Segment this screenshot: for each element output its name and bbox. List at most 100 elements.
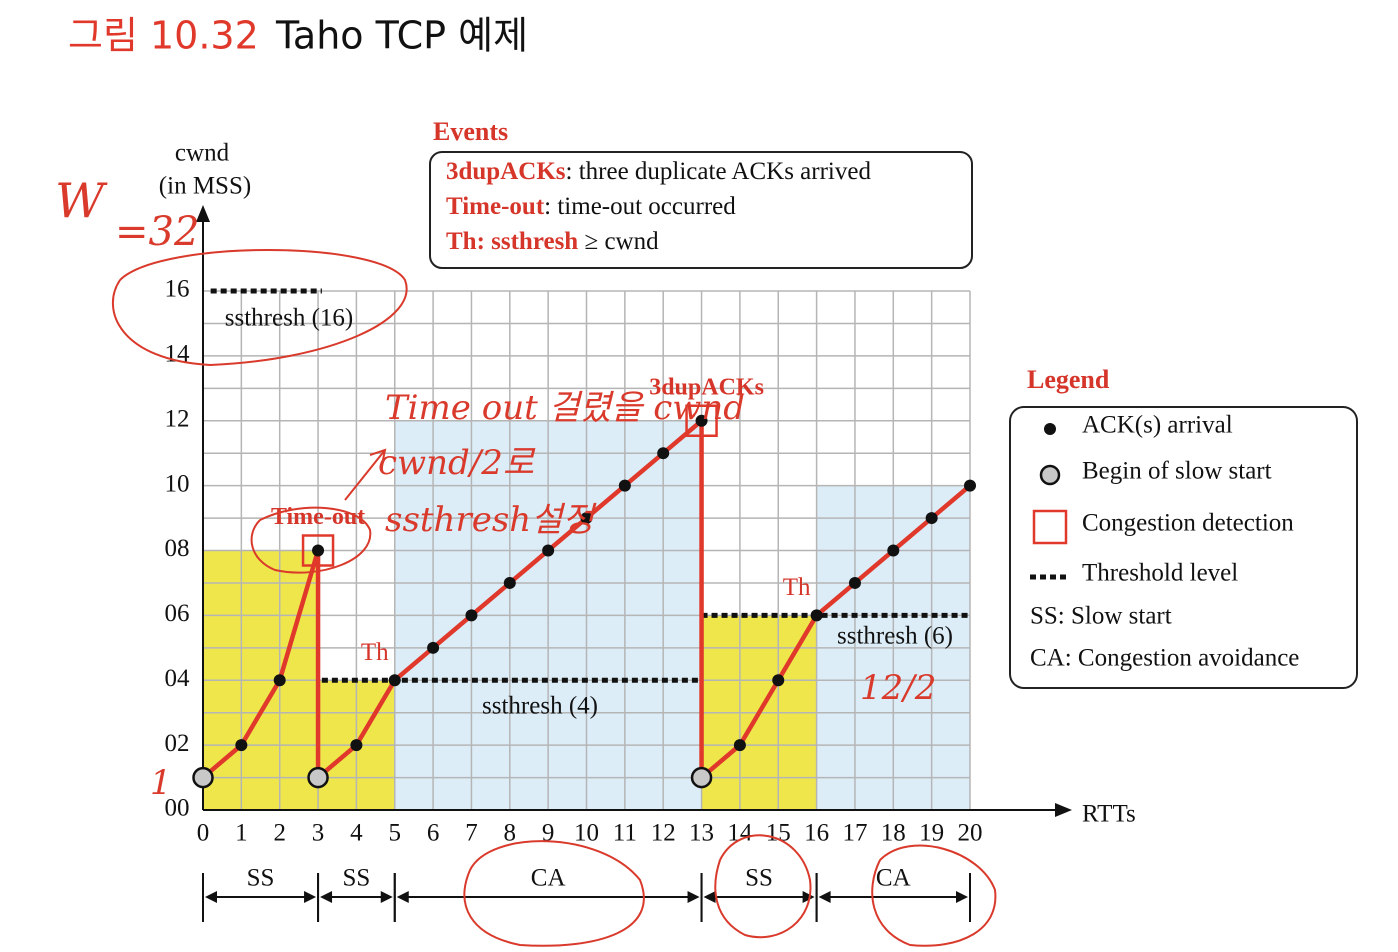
legend-label: Congestion detection bbox=[1082, 510, 1294, 537]
ack-point bbox=[580, 512, 593, 525]
x-tick-label: 3 bbox=[312, 820, 325, 847]
legend-label: SS: Slow start bbox=[1030, 603, 1172, 630]
x-tick-label: 16 bbox=[804, 820, 829, 847]
congestion-box bbox=[685, 404, 718, 437]
threshold-label: ssthresh (6) bbox=[837, 623, 953, 650]
x-tick-label: 2 bbox=[273, 820, 286, 847]
hand-circle bbox=[111, 249, 408, 367]
x-tick-label: 17 bbox=[842, 820, 867, 847]
x-tick-label: 0 bbox=[197, 820, 210, 847]
congestion-label: 3dupACKs bbox=[649, 374, 764, 400]
phase-label: CA bbox=[876, 865, 911, 892]
ack-point bbox=[465, 609, 478, 622]
x-tick-label: 15 bbox=[766, 820, 791, 847]
ack-point bbox=[618, 479, 631, 492]
legend-icon bbox=[1032, 509, 1068, 545]
figure-number: 그림 10.32 bbox=[68, 14, 259, 58]
handwritten-note: 1 bbox=[150, 763, 172, 803]
legend-title: Legend bbox=[1027, 365, 1110, 394]
legend-label: ACK(s) arrival bbox=[1082, 412, 1233, 439]
y-axis-label: cwnd bbox=[175, 140, 230, 167]
x-tick-label: 7 bbox=[465, 820, 478, 847]
legend-label: CA: Congestion avoidance bbox=[1030, 645, 1299, 672]
event-desc: : time-out occurred bbox=[544, 193, 736, 220]
events-title: Events bbox=[433, 117, 508, 146]
handwritten-note: 12/2 bbox=[860, 668, 936, 708]
event-term: Time-out bbox=[446, 193, 545, 220]
ack-point bbox=[350, 739, 363, 752]
ack-point bbox=[235, 739, 248, 752]
arrow-head bbox=[205, 891, 317, 903]
th-label: Th bbox=[361, 639, 389, 666]
y-tick-label: 04 bbox=[165, 665, 191, 692]
y-tick-label: 16 bbox=[165, 276, 190, 303]
ack-point bbox=[810, 609, 823, 622]
event-term: Th: ssthresh bbox=[446, 228, 578, 255]
x-axis-arrow bbox=[1055, 803, 1072, 817]
event-term: 3dupACKs bbox=[446, 158, 566, 185]
handwritten-note: W bbox=[55, 174, 108, 230]
slow-start-begin bbox=[192, 766, 214, 789]
legend-label: Threshold level bbox=[1082, 560, 1238, 587]
y-axis-arrow bbox=[196, 205, 210, 222]
ack-point bbox=[964, 479, 976, 492]
y-tick-label: 02 bbox=[165, 730, 190, 757]
y-tick-label: 14 bbox=[165, 341, 191, 368]
hand-circle bbox=[714, 834, 812, 939]
hand-circle bbox=[250, 506, 372, 574]
phase-label: CA bbox=[531, 865, 566, 892]
figure-title: Taho TCP 예제 bbox=[275, 14, 528, 58]
phase-label: SS bbox=[745, 865, 773, 892]
x-tick-label: 18 bbox=[881, 820, 906, 847]
threshold-label: ssthresh (4) bbox=[482, 693, 598, 720]
ack-point bbox=[388, 674, 401, 687]
event-item: Th: ssthresh ≥ cwnd bbox=[446, 228, 659, 255]
legend-box bbox=[1009, 406, 1358, 689]
events-box bbox=[429, 151, 973, 269]
x-tick-label: 5 bbox=[389, 820, 402, 847]
x-tick-label: 9 bbox=[542, 820, 555, 847]
congestion-box bbox=[301, 534, 335, 567]
x-tick-label: 4 bbox=[350, 820, 363, 847]
slow-start-begin bbox=[307, 766, 329, 789]
x-tick-label: 12 bbox=[651, 820, 676, 847]
threshold-label: ssthresh (16) bbox=[225, 305, 353, 332]
y-tick-label: 06 bbox=[165, 600, 190, 627]
event-desc: ≥ cwnd bbox=[578, 228, 659, 255]
handwritten-note: Time out 걸렸을 cwnd bbox=[385, 388, 745, 428]
legend-label: Begin of slow start bbox=[1082, 458, 1272, 485]
x-tick-label: 19 bbox=[919, 820, 944, 847]
event-desc: : three duplicate ACKs arrived bbox=[566, 158, 872, 185]
ack-point bbox=[733, 739, 746, 752]
ack-point bbox=[427, 641, 440, 654]
phase-label: SS bbox=[342, 865, 370, 892]
y-tick-label: 12 bbox=[165, 405, 190, 432]
legend-icon bbox=[1044, 423, 1056, 435]
ack-point bbox=[772, 674, 785, 687]
x-tick-label: 20 bbox=[958, 820, 983, 847]
handwritten-note: ssthresh설정 bbox=[385, 500, 597, 540]
legend-icon bbox=[1039, 464, 1061, 486]
x-tick-label: 10 bbox=[574, 820, 599, 847]
x-tick-label: 1 bbox=[235, 820, 248, 847]
x-tick-label: 14 bbox=[727, 820, 753, 847]
ack-point bbox=[695, 414, 708, 427]
phase-label: SS bbox=[247, 865, 275, 892]
x-tick-label: 11 bbox=[613, 820, 637, 847]
ack-point bbox=[657, 447, 670, 460]
y-axis-label: (in MSS) bbox=[159, 173, 251, 200]
x-tick-label: 6 bbox=[427, 820, 440, 847]
ack-point bbox=[925, 512, 938, 525]
event-item: Time-out: time-out occurred bbox=[446, 193, 736, 220]
th-label: Th bbox=[783, 574, 811, 601]
hand-circle bbox=[871, 844, 997, 947]
handwritten-note: =32 bbox=[115, 209, 199, 255]
hand-circle bbox=[463, 840, 645, 947]
ack-point bbox=[273, 674, 286, 687]
y-tick-label: 00 bbox=[165, 795, 190, 822]
event-item: 3dupACKs: three duplicate ACKs arrived bbox=[446, 158, 871, 185]
hand-arrow bbox=[344, 448, 387, 501]
slow-start-begin bbox=[690, 766, 713, 789]
